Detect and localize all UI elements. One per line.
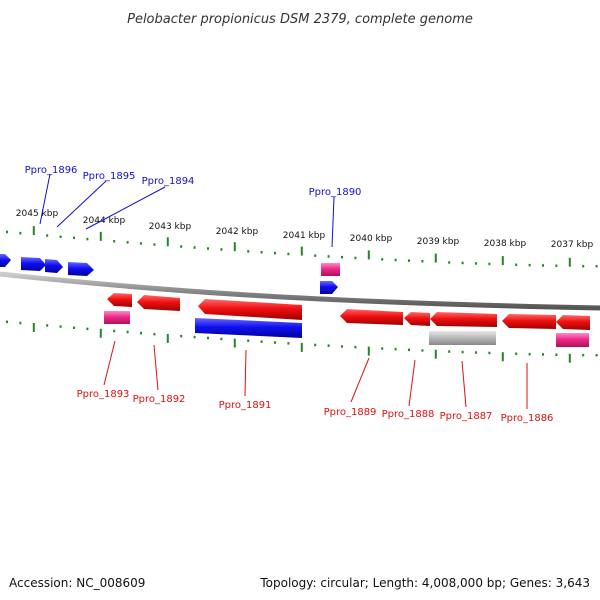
gene-feature[interactable] bbox=[321, 263, 340, 276]
ruler-label: 2038 kbp bbox=[484, 239, 527, 249]
gene-feature[interactable] bbox=[556, 333, 589, 347]
gene-feature[interactable] bbox=[429, 331, 496, 345]
accession-text: Accession: NC_008609 bbox=[9, 576, 145, 590]
gene-labels-bottom bbox=[103, 340, 528, 409]
label-leader-line bbox=[56, 180, 107, 228]
label-leader-line bbox=[350, 357, 370, 403]
gene-label-ppro-1895[interactable]: Ppro_1895 bbox=[83, 171, 136, 182]
gene-label-ppro-1888[interactable]: Ppro_1888 bbox=[382, 409, 435, 420]
label-leader-line bbox=[244, 349, 247, 397]
gene-arrow[interactable] bbox=[137, 295, 180, 311]
label-leader-line bbox=[85, 186, 166, 230]
gene-label-ppro-1887[interactable]: Ppro_1887 bbox=[440, 411, 493, 422]
ruler-label: 2043 kbp bbox=[149, 222, 192, 232]
ruler-label: 2044 kbp bbox=[83, 216, 126, 226]
gene-label-ppro-1892[interactable]: Ppro_1892 bbox=[133, 394, 186, 405]
gene-label-ppro-1886[interactable]: Ppro_1886 bbox=[501, 413, 554, 424]
reverse-strand-features bbox=[104, 293, 590, 347]
ruler-label: 2040 kbp bbox=[350, 234, 393, 244]
ruler-label: 2039 kbp bbox=[417, 237, 460, 247]
genome-summary-text: Topology: circular; Length: 4,008,000 bp… bbox=[259, 576, 590, 590]
gene-arrow[interactable] bbox=[430, 312, 497, 327]
gene-label-ppro-1893[interactable]: Ppro_1893 bbox=[77, 389, 130, 400]
genome-backbone bbox=[0, 271, 600, 311]
gene-label-ppro-1891[interactable]: Ppro_1891 bbox=[219, 400, 272, 411]
ruler-label: 2042 kbp bbox=[216, 227, 259, 237]
gene-label-ppro-1894[interactable]: Ppro_1894 bbox=[142, 176, 195, 187]
label-leader-line bbox=[408, 359, 416, 407]
gene-arrow[interactable] bbox=[404, 312, 430, 326]
gene-arrow[interactable] bbox=[502, 314, 556, 329]
ruler-label: 2037 kbp bbox=[551, 240, 594, 250]
ruler-label: 2041 kbp bbox=[283, 231, 326, 241]
gene-label-ppro-1889[interactable]: Ppro_1889 bbox=[324, 407, 377, 418]
label-leader-line bbox=[103, 340, 116, 386]
label-leader-line bbox=[331, 196, 335, 248]
label-leader-line bbox=[153, 344, 159, 391]
gene-label-ppro-1896[interactable]: Ppro_1896 bbox=[25, 165, 78, 176]
gene-arrow[interactable] bbox=[0, 254, 11, 267]
gene-arrow[interactable] bbox=[68, 262, 94, 276]
ruler-ticks-top bbox=[6, 226, 598, 268]
gene-arrow[interactable] bbox=[556, 315, 590, 330]
gene-label-ppro-1890[interactable]: Ppro_1890 bbox=[309, 187, 362, 198]
gene-arrow[interactable] bbox=[340, 309, 403, 325]
gene-arrow[interactable] bbox=[195, 318, 302, 338]
gene-labels-top bbox=[39, 173, 335, 248]
map-title: Pelobacter propionicus DSM 2379, complet… bbox=[127, 12, 473, 27]
ruler-ticks-bottom bbox=[6, 320, 598, 363]
gene-arrow[interactable] bbox=[21, 257, 46, 271]
ruler-labels: 2045 kbp 2044 kbp 2043 kbp 2042 kbp 2041… bbox=[16, 209, 594, 250]
gene-arrow[interactable] bbox=[198, 299, 302, 320]
label-leader-line bbox=[461, 360, 467, 408]
gene-feature[interactable] bbox=[104, 311, 130, 324]
gene-arrow[interactable] bbox=[45, 259, 63, 273]
forward-strand-features bbox=[0, 254, 340, 294]
gene-arrow[interactable] bbox=[107, 293, 132, 307]
ruler-label: 2045 kbp bbox=[16, 209, 59, 219]
label-leader-line bbox=[39, 173, 51, 225]
gene-arrow[interactable] bbox=[320, 281, 338, 294]
